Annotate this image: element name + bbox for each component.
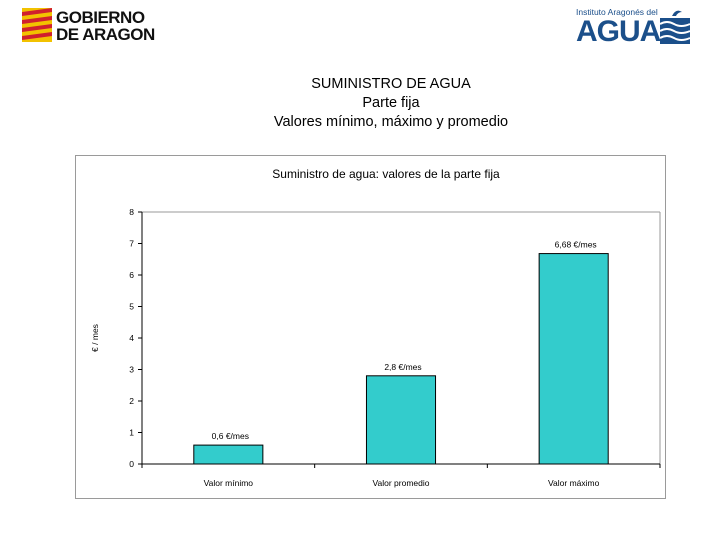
y-tick-label: 0	[129, 459, 134, 469]
y-tick-label: 4	[129, 333, 134, 343]
data-label: 6,68 €/mes	[555, 240, 597, 250]
y-tick-label: 8	[129, 207, 134, 217]
y-tick-label: 7	[129, 239, 134, 249]
bar	[538, 253, 609, 465]
title-line1: SUMINISTRO DE AGUA	[311, 76, 471, 92]
water-waves-icon	[659, 10, 691, 44]
gobierno-de-aragon-logo: GOBIERNO DE ARAGON	[22, 8, 172, 44]
instituto-aragones-agua-logo: Instituto Aragonés del AGUA	[572, 4, 702, 48]
agua-wordmark: AGUA	[576, 15, 661, 48]
x-category-label: Valor máximo	[548, 478, 600, 488]
plot-area: 0 1 2 3 4 5 6 7 8 € / mes 0,6 €/mes Valor mínimo 2,8…	[90, 207, 661, 488]
page-titles: SUMINISTRO DE AGUA Parte fija Valores mí…	[0, 75, 720, 132]
institute-label: Instituto Aragonés del	[576, 7, 658, 17]
aragon-flag-icon	[22, 8, 52, 42]
y-tick-label: 5	[129, 302, 134, 312]
chart-frame: Suministro de agua: valores de la parte …	[75, 155, 666, 499]
logo-line1: GOBIERNO	[56, 8, 145, 27]
x-category-label: Valor promedio	[372, 478, 429, 488]
title-line2: Parte fija	[362, 95, 420, 111]
data-label: 2,8 €/mes	[384, 362, 421, 372]
x-category-label: Valor mínimo	[204, 478, 254, 488]
bar	[193, 444, 264, 465]
bar	[365, 375, 437, 465]
y-axis-label: € / mes	[90, 324, 100, 352]
bar-chart: Suministro de agua: valores de la parte …	[90, 167, 661, 488]
title-line3: Valores mínimo, máximo y promedio	[273, 114, 509, 130]
logo-line2: DE ARAGON	[56, 25, 155, 44]
y-tick-label: 2	[129, 396, 134, 406]
chart-title: Suministro de agua: valores de la parte …	[272, 167, 500, 181]
y-tick-label: 1	[129, 428, 134, 438]
y-tick-label: 6	[129, 270, 134, 280]
data-label: 0,6 €/mes	[212, 431, 249, 441]
y-tick-label: 3	[129, 365, 134, 375]
